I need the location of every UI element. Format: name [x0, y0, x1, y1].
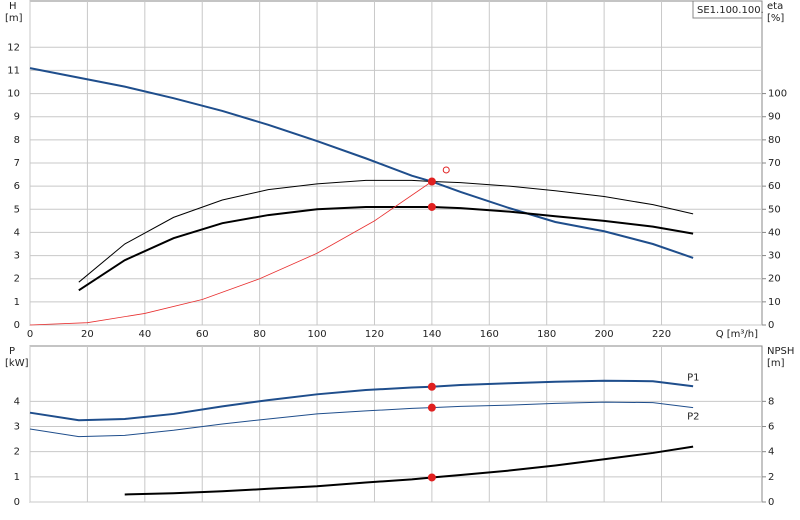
y2-axis-unit: [%]: [767, 13, 784, 24]
x-tick-label: 0: [27, 329, 33, 340]
curve: [29, 67, 694, 259]
x-tick-label: 60: [196, 329, 209, 340]
x-tick-label: 40: [138, 329, 151, 340]
legend-label: P2: [687, 412, 699, 423]
duty-point: [427, 382, 436, 391]
y2-tick-label: 6: [768, 422, 774, 433]
y2-tick-label: 30: [768, 251, 781, 262]
x-tick-label: 220: [652, 329, 671, 340]
duty-point: [427, 202, 436, 211]
y2-axis-label: NPSH: [767, 346, 794, 357]
curve: [78, 205, 694, 292]
x-tick-label: 200: [595, 329, 614, 340]
x-tick-label: 80: [253, 329, 266, 340]
duty-point: [427, 403, 436, 412]
y-tick-label: 12: [7, 42, 20, 53]
x-tick-label: 160: [480, 329, 499, 340]
y2-tick-label: 20: [768, 274, 781, 285]
y-axis-label: H: [9, 1, 17, 12]
y-tick-label: 5: [14, 204, 20, 215]
y2-tick-label: 90: [768, 112, 781, 123]
x-tick-label: 120: [365, 329, 384, 340]
y-tick-label: 8: [14, 135, 20, 146]
y-tick-label: 6: [14, 181, 20, 192]
y2-tick-label: 8: [768, 396, 774, 407]
y-axis-unit: [m]: [5, 13, 23, 24]
y2-tick-label: 2: [768, 472, 774, 483]
y-axis-label: P: [9, 346, 15, 357]
y-tick-label: 10: [7, 89, 20, 100]
y-tick-label: 4: [14, 227, 20, 238]
y2-tick-label: 50: [768, 204, 781, 215]
x-tick-label: 180: [537, 329, 556, 340]
y-tick-label: 7: [14, 158, 20, 169]
curve: [124, 445, 694, 496]
y2-tick-label: 0: [768, 497, 774, 508]
y2-tick-label: 100: [768, 89, 787, 100]
y-tick-label: 9: [14, 112, 20, 123]
y2-tick-label: 60: [768, 181, 781, 192]
curve: [29, 181, 433, 326]
y2-tick-label: 40: [768, 227, 781, 238]
y2-tick-label: 4: [768, 447, 774, 458]
y2-tick-label: 10: [768, 297, 781, 308]
y2-tick-label: 80: [768, 135, 781, 146]
duty-point: [427, 177, 436, 186]
plot-frame: [29, 345, 763, 503]
y-tick-label: 2: [14, 274, 20, 285]
y-tick-label: 3: [14, 251, 20, 262]
y-tick-label: 0: [14, 497, 20, 508]
x-tick-label: 140: [422, 329, 441, 340]
y-tick-label: 3: [14, 422, 20, 433]
curve: [78, 179, 694, 283]
duty-point: [442, 166, 450, 174]
y2-axis-unit: [m]: [767, 358, 785, 369]
y-tick-label: 11: [7, 65, 20, 76]
y2-axis-label: eta: [767, 1, 783, 12]
y-tick-label: 0: [14, 320, 20, 331]
x-tick-label: 100: [308, 329, 327, 340]
model-label: SE1.100.100.: [697, 5, 764, 16]
legend-label: P1: [687, 372, 699, 383]
x-tick-label: 20: [81, 329, 94, 340]
curve: [29, 379, 694, 422]
x-axis-label: Q [m³/h]: [716, 329, 758, 340]
y-tick-label: 1: [14, 472, 20, 483]
curve: [29, 401, 694, 438]
y-tick-label: 1: [14, 297, 20, 308]
duty-point: [427, 473, 436, 482]
y-axis-unit: [kW]: [5, 358, 29, 369]
y2-tick-label: 0: [768, 320, 774, 331]
y-tick-label: 4: [14, 396, 20, 407]
y-tick-label: 2: [14, 447, 20, 458]
model-box: [692, 0, 763, 19]
y2-tick-label: 70: [768, 158, 781, 169]
